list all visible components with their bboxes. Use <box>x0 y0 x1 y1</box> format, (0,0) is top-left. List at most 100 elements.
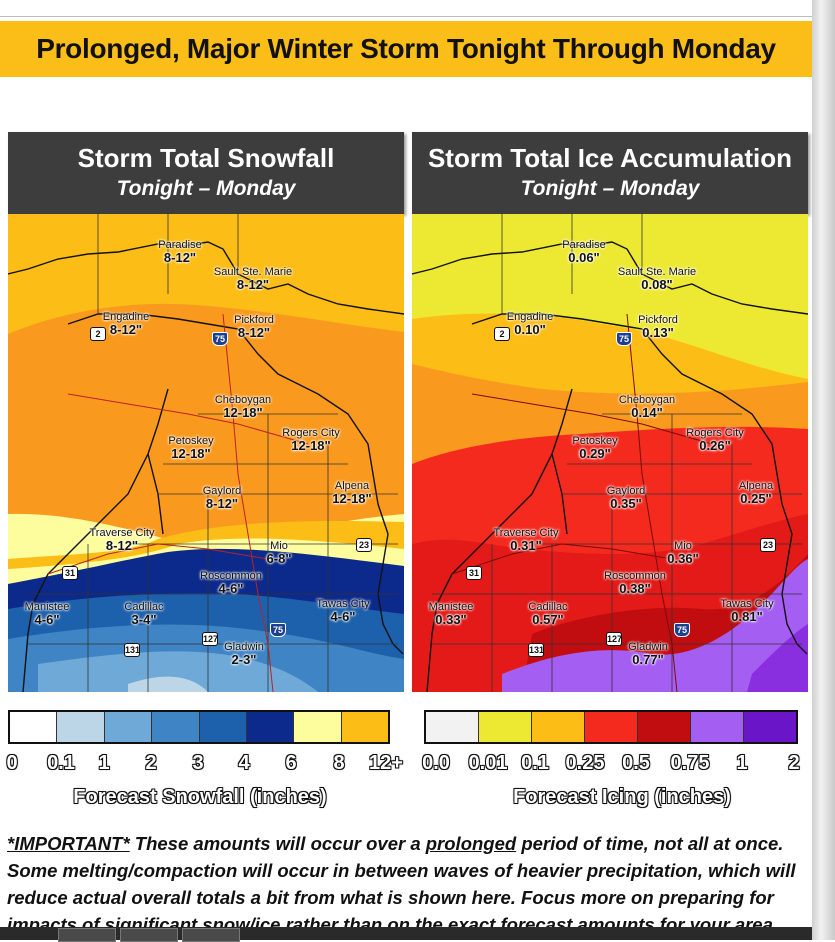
ice-value: 0.81" <box>731 609 763 624</box>
interstate-shield-icon: 75 <box>616 332 632 346</box>
ice-value: 0.36" <box>667 551 699 566</box>
highway-shield-icon: 127 <box>606 632 623 646</box>
ice-legend-tick: 2 <box>788 752 800 774</box>
ice-label-manistee: Manistee 0.33" <box>428 601 474 627</box>
ice-legend-tick: 0.1 <box>521 752 549 774</box>
snow-label-cheboygan: Cheboygan 12-18" <box>214 394 272 420</box>
ice-value: 0.29" <box>579 446 611 461</box>
ice-panel-title: Storm Total Ice Accumulation <box>427 143 793 173</box>
snow-legend-swatch-6 <box>294 712 342 742</box>
ice-value: 0.14" <box>631 405 663 420</box>
snowfall-panel: Storm Total Snowfall Tonight – Monday <box>8 132 404 692</box>
ice-map: Paradise 0.06" Sault Ste. Marie 0.08" Enga… <box>412 214 808 692</box>
city-name: Rogers City <box>686 427 744 439</box>
snowfall-panel-subtitle: Tonight – Monday <box>116 177 296 200</box>
city-name: Gaylord <box>606 485 646 497</box>
snowfall-legend-bar <box>8 710 390 744</box>
ice-value: 0.25" <box>740 491 772 506</box>
city-name: Engadine <box>102 311 150 323</box>
snow-value: 4-6" <box>218 581 244 596</box>
ice-value: 0.06" <box>568 250 600 265</box>
snow-value: 3-4" <box>131 612 157 627</box>
highway-shield-icon: 131 <box>528 643 545 657</box>
snow-label-roscommon: Roscommon 4-6" <box>200 570 262 596</box>
snow-value: 12-18" <box>332 491 372 506</box>
city-name: Cadillac <box>124 601 164 613</box>
window-edge <box>812 0 835 940</box>
ice-panel-subtitle: Tonight – Monday <box>520 177 700 200</box>
interstate-shield-icon: 75 <box>674 623 690 637</box>
city-name: Roscommon <box>604 570 666 582</box>
ice-value: 0.13" <box>642 325 674 340</box>
ice-label-sault-ste-marie: Sault Ste. Marie 0.08" <box>618 267 696 292</box>
important-label: *IMPORTANT* <box>7 833 130 854</box>
snow-label-petoskey: Petoskey 12-18" <box>168 436 213 461</box>
snow-label-paradise: Paradise 8-12" <box>158 239 202 265</box>
snow-label-alpena: Alpena 12-18" <box>332 481 372 506</box>
ice-value: 0.77" <box>632 652 664 667</box>
snow-label-traverse-city: Traverse City 8-12" <box>89 527 155 553</box>
snow-value: 8-12" <box>205 496 239 511</box>
snowfall-panel-title: Storm Total Snowfall <box>77 143 335 173</box>
snow-legend-swatch-2 <box>104 712 153 742</box>
snow-legend-tick: 0.1 <box>47 752 75 774</box>
interstate-shield-icon: 75 <box>270 623 286 637</box>
ice-label-gaylord: Gaylord 0.35" <box>606 485 646 511</box>
ice-legend-tick: 0.5 <box>622 752 650 774</box>
note-text-part1: These amounts will occur over a <box>129 833 426 854</box>
city-name: Roscommon <box>200 570 262 582</box>
ice-panel-header: Storm Total Ice Accumulation Tonight – M… <box>412 132 808 214</box>
snow-label-tawas-city: Tawas City 4-6" <box>316 599 369 624</box>
ice-label-alpena: Alpena 0.25" <box>738 480 774 506</box>
snowfall-map-graphic <box>8 214 404 692</box>
snow-value: 4-6" <box>34 612 60 627</box>
snow-value: 8-12" <box>237 325 271 340</box>
ice-value: 0.38" <box>619 581 651 596</box>
city-name: Manistee <box>428 601 474 613</box>
city-name: Petoskey <box>572 435 618 447</box>
snow-legend-tick: 6 <box>285 752 297 774</box>
note-prolonged: prolonged <box>425 833 517 854</box>
snow-legend-swatch-4 <box>199 712 247 742</box>
snow-legend-tick: 0 <box>6 752 18 774</box>
city-name: Gladwin <box>628 641 668 653</box>
ice-label-traverse-city: Traverse City 0.31" <box>493 527 559 553</box>
city-name: Rogers City <box>282 427 340 439</box>
ice-value: 0.57" <box>532 612 564 627</box>
snow-legend-tick: 1 <box>98 752 110 774</box>
ice-label-rogers-city: Rogers City 0.26" <box>686 427 744 453</box>
city-name: Cheboygan <box>214 394 272 406</box>
city-name: Gladwin <box>224 641 264 653</box>
ice-label-pickford: Pickford 0.13" <box>638 315 678 340</box>
snow-legend-swatch-7 <box>341 712 388 742</box>
snow-legend-tick: 3 <box>192 752 204 774</box>
city-name: Traverse City <box>89 527 155 539</box>
icing-legend-title: Forecast Icing (inches) <box>513 786 731 808</box>
ice-value: 0.33" <box>435 612 467 627</box>
ice-legend-tick: 0.01 <box>468 752 508 774</box>
ice-legend-tick: 1 <box>736 752 748 774</box>
ice-label-roscommon: Roscommon 0.38" <box>604 570 666 596</box>
ice-legend-swatch-5 <box>691 712 744 742</box>
city-name: Alpena <box>738 480 774 492</box>
city-name: Paradise <box>562 239 606 251</box>
ice-label-cheboygan: Cheboygan 0.14" <box>619 395 675 420</box>
snowfall-panel-header: Storm Total Snowfall Tonight – Monday <box>8 132 404 214</box>
snow-label-gaylord: Gaylord 8-12" <box>203 486 242 511</box>
highway-shield-icon: 31 <box>62 566 78 580</box>
ice-legend-swatch-0 <box>426 712 479 742</box>
highway-shield-icon: 127 <box>202 632 219 646</box>
snow-value: 8-12" <box>163 250 197 265</box>
ice-label-petoskey: Petoskey 0.29" <box>572 435 618 461</box>
snow-value: 8-12" <box>105 538 139 553</box>
ice-value: 0.08" <box>641 277 673 292</box>
city-name: Paradise <box>158 239 202 251</box>
ice-legend-tick: 0.0 <box>422 752 450 774</box>
city-name: Tawas City <box>720 598 774 610</box>
city-name: Manistee <box>24 601 70 613</box>
snowfall-legend-title: Forecast Snowfall (inches) <box>73 786 327 808</box>
snow-legend-swatch-3 <box>152 712 200 742</box>
highway-shield-icon: 23 <box>356 538 372 552</box>
city-name: Traverse City <box>493 527 559 539</box>
snow-value: 4-6" <box>330 609 356 624</box>
